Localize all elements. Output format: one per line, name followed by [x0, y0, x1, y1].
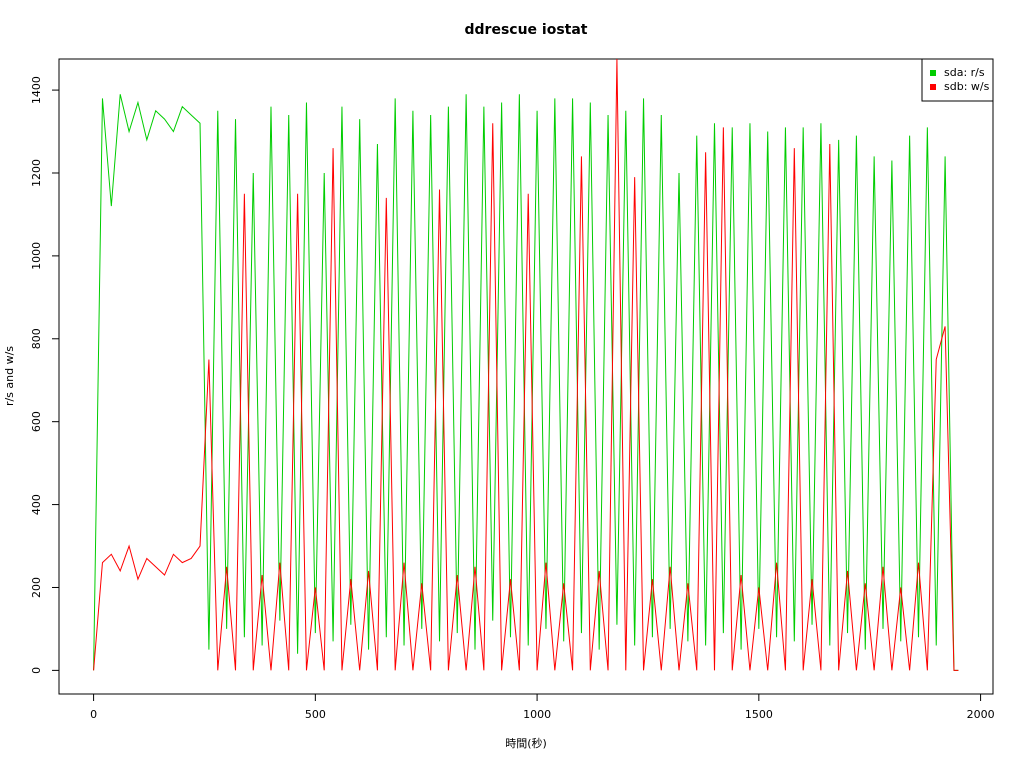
y-tick-label: 1200	[30, 159, 43, 187]
x-tick-label: 1000	[523, 708, 551, 721]
x-tick-label: 0	[90, 708, 97, 721]
y-tick-label: 1000	[30, 242, 43, 270]
y-tick-label: 200	[30, 577, 43, 598]
y-tick-label: 800	[30, 328, 43, 349]
legend-label: sda: r/s	[944, 66, 985, 79]
plot-frame	[58, 58, 994, 695]
series-line	[93, 59, 959, 671]
x-tick-label: 1500	[745, 708, 773, 721]
series-line	[93, 94, 959, 671]
y-axis-title: r/s and w/s	[3, 346, 16, 406]
x-axis-title: 時間(秒)	[505, 736, 547, 750]
legend-box	[921, 58, 994, 102]
x-tick-label: 500	[305, 708, 326, 721]
legend-swatch	[930, 84, 936, 90]
y-tick-label: 600	[30, 411, 43, 432]
chart-title: ddrescue iostat	[465, 22, 588, 38]
y-tick-label: 1400	[30, 76, 43, 104]
y-tick-label: 400	[30, 494, 43, 515]
x-tick-label: 2000	[967, 708, 995, 721]
legend-swatch	[930, 70, 936, 76]
y-tick-label: 0	[30, 667, 43, 674]
legend-label: sdb: w/s	[944, 80, 990, 93]
